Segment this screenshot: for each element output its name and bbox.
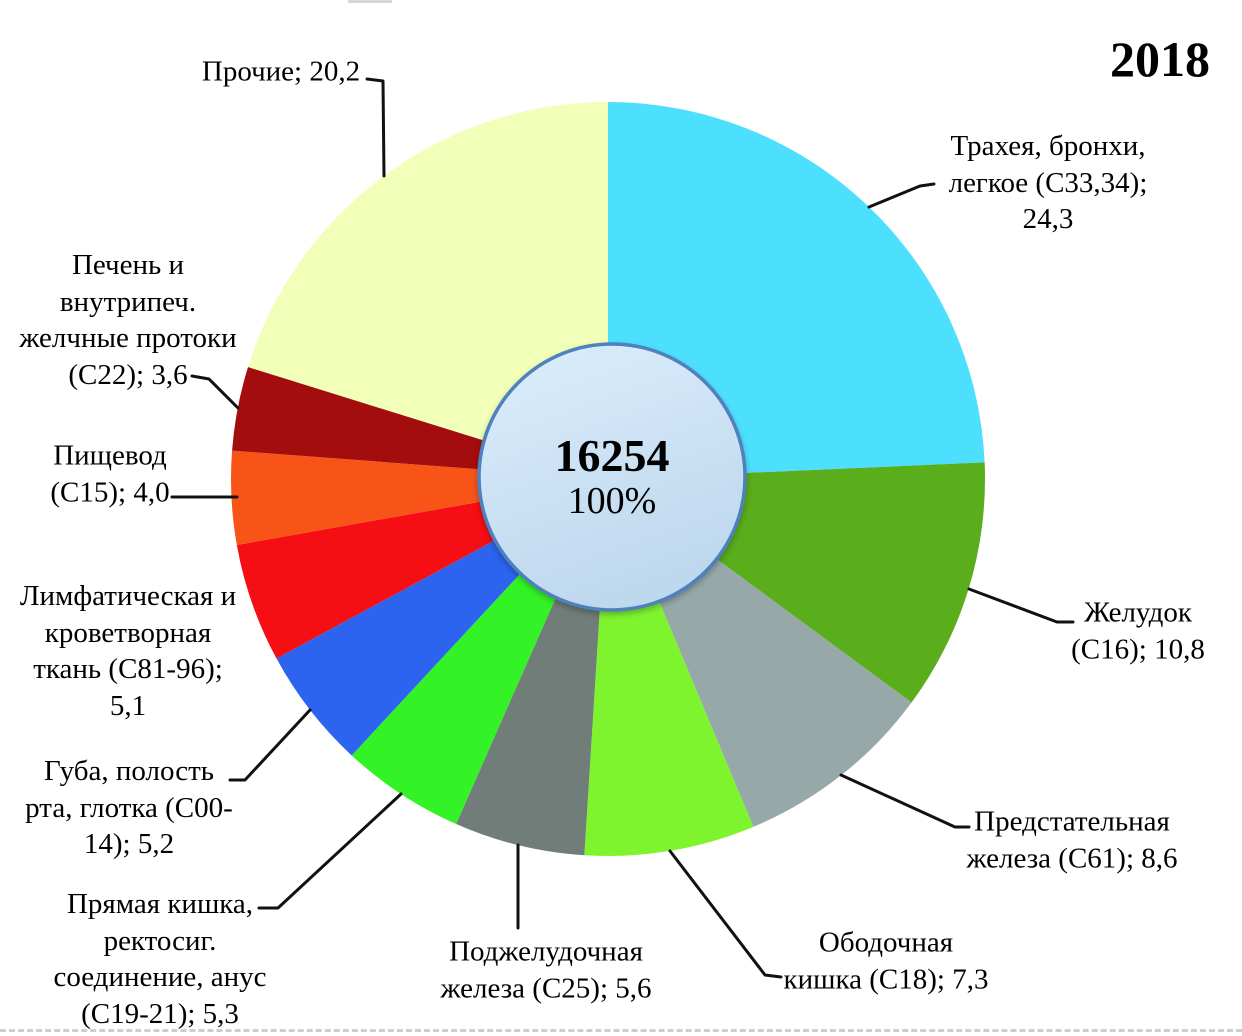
- leader-line-4: [668, 849, 783, 979]
- slice-callout-4: Ободочная кишка (C18); 7,3: [783, 926, 989, 995]
- total-count: 16254: [554, 429, 670, 481]
- slice-callout-9: Пищевод (C15); 4,0: [50, 439, 170, 508]
- slice-callout-6: Прямая кишка, ректосиг. соединение, анус…: [53, 887, 267, 1030]
- slice-callout-1: Трахея, бронхи, легкое (C33,34); 24,3: [948, 130, 1148, 236]
- leader-line-1: [867, 182, 936, 209]
- leader-line-6: [257, 792, 403, 910]
- leader-line-2: [967, 587, 1075, 624]
- slice-callout-3: Предстательная железа (C61); 8,6: [966, 805, 1178, 874]
- slice-callout-10: Печень и внутрипеч. желчные протоки (C22…: [19, 248, 237, 391]
- total-percent: 100%: [567, 480, 657, 523]
- slice-callout-8: Лимфатическая и кроветворная ткань (C81-…: [19, 579, 237, 722]
- chart-year-title: 2018: [1110, 31, 1210, 87]
- leader-line-11: [365, 77, 386, 178]
- slice-callout-11: Прочие; 20,2: [201, 55, 361, 88]
- leader-line-7: [228, 708, 312, 782]
- pie-inner-disc: [477, 342, 747, 612]
- slice-callout-2: Желудок (C16); 10,8: [1071, 596, 1205, 665]
- page-border-artifact-bottom: [0, 1029, 1242, 1032]
- leader-line-10: [190, 374, 240, 410]
- leader-line-3: [839, 773, 971, 829]
- page-border-artifact-top: [348, 0, 392, 3]
- slice-callout-7: Губа, полость рта, глотка (C00- 14); 5,2: [25, 755, 233, 861]
- pie-center-label: 16254 100%: [554, 429, 670, 523]
- slice-callout-5: Поджелудочная железа (C25); 5,6: [440, 935, 652, 1004]
